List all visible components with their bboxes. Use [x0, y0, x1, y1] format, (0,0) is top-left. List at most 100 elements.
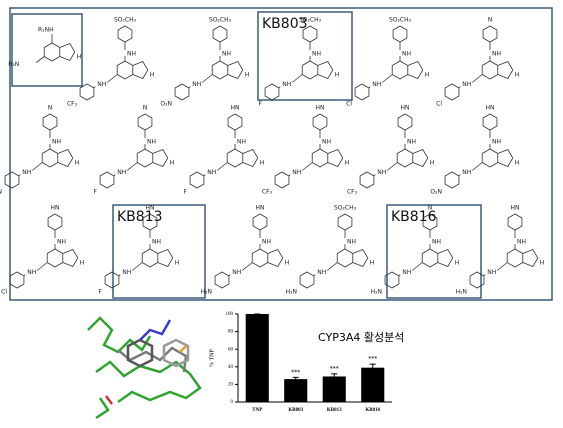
atom-label: NH — [317, 269, 326, 276]
substituent-label: H₂N — [371, 289, 382, 296]
substituent-label: R₁NH — [38, 27, 54, 34]
ring — [136, 148, 154, 168]
ring — [522, 249, 539, 267]
atom-label: NH — [237, 139, 246, 146]
ring — [189, 171, 205, 189]
substituent-label: O₂N — [430, 189, 442, 196]
atom-label: NH — [192, 81, 201, 88]
substituent-label: HN — [51, 205, 60, 212]
ring — [336, 248, 354, 268]
atom-label: H — [80, 260, 85, 267]
chart-title: CYP3A4 활성분석 — [318, 330, 404, 344]
ring — [421, 248, 439, 268]
substituent-label: CF₃ — [347, 189, 358, 196]
ring — [299, 271, 315, 289]
bond — [386, 162, 398, 171]
atom-label: NH — [517, 239, 526, 246]
bond — [131, 262, 143, 271]
substituent-label: H₂N — [201, 289, 212, 296]
atom-label: H — [345, 160, 350, 167]
ring — [302, 25, 318, 43]
ring — [481, 148, 499, 168]
substituent-label: Cl — [346, 101, 352, 108]
atom-label: H — [77, 54, 82, 61]
ring — [337, 213, 353, 231]
x-tick-label: TNP — [252, 408, 262, 413]
substituent-label: N — [143, 105, 148, 112]
ring — [384, 271, 400, 289]
ring — [317, 61, 334, 79]
atom-label: NH — [97, 81, 106, 88]
substituent-label: N — [488, 17, 493, 24]
atom-label: H — [430, 160, 435, 167]
ring — [157, 249, 174, 267]
ring — [252, 213, 268, 231]
ring — [174, 83, 190, 101]
ring — [274, 171, 290, 189]
ring — [57, 149, 74, 167]
compound-label: KB813 — [117, 209, 163, 225]
ring — [327, 149, 344, 167]
ring — [47, 213, 63, 231]
bond — [35, 56, 45, 63]
substituent-label: HN — [486, 105, 495, 112]
atom-label: NH — [122, 269, 131, 276]
ring — [264, 83, 280, 101]
atom-label: NH — [117, 169, 126, 176]
ring — [41, 148, 59, 168]
ring — [141, 248, 159, 268]
ring — [311, 148, 329, 168]
substituent-label: F — [94, 189, 98, 196]
atom-label: NH — [282, 81, 291, 88]
bar — [322, 376, 346, 402]
y-tick-label: 80 — [228, 330, 234, 335]
substituent-label: N — [48, 105, 53, 112]
ring — [444, 171, 460, 189]
ring — [391, 60, 409, 80]
atom-label: NH — [432, 239, 441, 246]
bond — [471, 74, 483, 83]
bond — [106, 74, 118, 83]
significance: *** — [330, 365, 339, 372]
ring — [497, 149, 514, 167]
bond — [471, 162, 483, 171]
x-tick-label: KB816 — [365, 408, 380, 413]
ring — [226, 148, 244, 168]
atom-label: H — [370, 260, 375, 267]
atom-label: H — [75, 160, 80, 167]
atom-label: NH — [377, 169, 386, 176]
substituent-label: F — [99, 289, 103, 296]
ring — [497, 61, 514, 79]
bond — [201, 74, 213, 83]
atom-label: NH — [222, 51, 231, 58]
atom-label: H — [515, 72, 520, 79]
ring — [227, 113, 243, 131]
ring — [396, 148, 414, 168]
x-tick-label: KB803 — [288, 408, 303, 413]
ring — [62, 249, 79, 267]
atom-label: NH — [347, 239, 356, 246]
substituent-label: H₂N — [286, 289, 297, 296]
bond — [381, 74, 393, 83]
ring — [354, 83, 370, 101]
y-tick-label: 20 — [228, 383, 234, 388]
substituent-label: HN — [316, 105, 325, 112]
ring — [43, 42, 61, 62]
ring — [99, 171, 115, 189]
ring — [482, 113, 498, 131]
substituent-label: F — [184, 189, 188, 196]
substituent-label: HN — [401, 105, 410, 112]
ring — [152, 149, 169, 167]
ring — [482, 25, 498, 43]
ring — [469, 271, 485, 289]
ring — [267, 249, 284, 267]
substituent-label: HN — [231, 105, 240, 112]
substituent-label: HN — [511, 205, 520, 212]
atom-label: NH — [207, 169, 216, 176]
kb813-box — [112, 204, 206, 299]
substituent-label: HN — [146, 205, 155, 212]
atom-label: NH — [152, 239, 161, 246]
atom-label: NH — [462, 81, 471, 88]
atom-label: NH — [312, 51, 321, 58]
ring — [242, 149, 259, 167]
